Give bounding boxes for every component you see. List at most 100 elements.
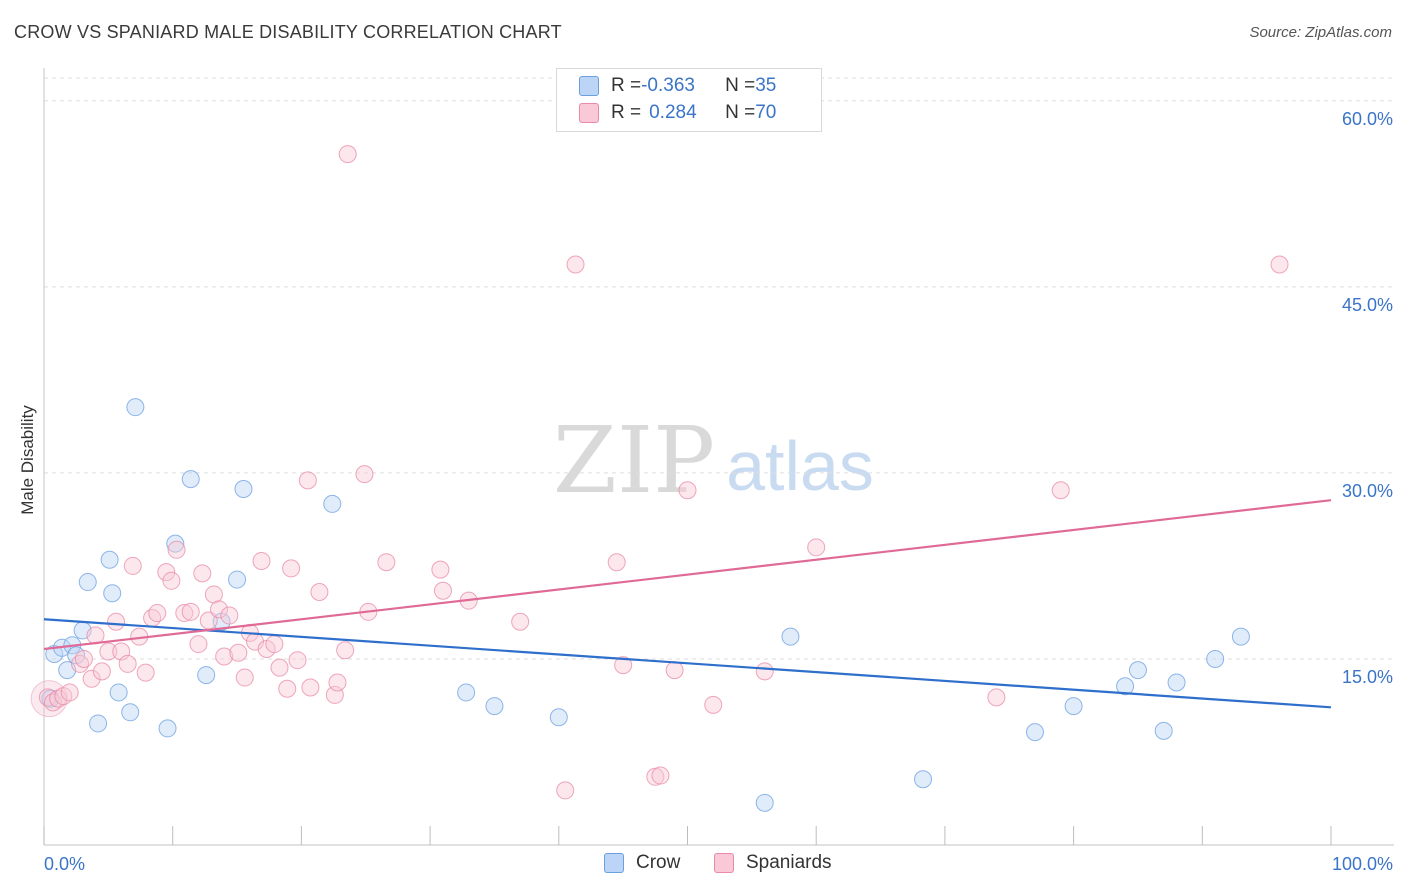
spaniards-point bbox=[136, 663, 155, 682]
spaniards-point bbox=[74, 649, 93, 668]
crow-point bbox=[158, 719, 177, 738]
spaniards-point bbox=[123, 556, 142, 575]
spaniards-point bbox=[1270, 255, 1289, 274]
spaniards-point bbox=[167, 540, 186, 559]
spaniards-point bbox=[60, 683, 79, 702]
spaniards-point bbox=[288, 651, 307, 670]
spaniards-point bbox=[433, 581, 452, 600]
spaniards-point bbox=[301, 678, 320, 697]
crow-point bbox=[323, 494, 342, 513]
spaniards-point bbox=[175, 604, 194, 623]
spaniards-point bbox=[181, 602, 200, 621]
crow-point bbox=[1025, 723, 1044, 742]
spaniards-point bbox=[431, 560, 450, 579]
spaniards-point bbox=[215, 647, 234, 666]
legend-row-spaniards: R = 0.284 N = 70 bbox=[579, 100, 776, 126]
crow-point bbox=[781, 627, 800, 646]
spaniards-point bbox=[49, 689, 68, 708]
spaniards-point bbox=[148, 604, 167, 623]
crow-point bbox=[457, 683, 476, 702]
legend-row-crow: R = -0.363 N = 35 bbox=[579, 73, 776, 99]
legend-r-value: -0.363 bbox=[641, 75, 695, 96]
spaniards-swatch bbox=[714, 853, 734, 873]
crow-point bbox=[1116, 677, 1135, 696]
spaniards-point bbox=[807, 538, 826, 557]
spaniards-swatch bbox=[579, 103, 599, 123]
spaniards-point bbox=[235, 668, 254, 687]
legend-r-label: R = bbox=[611, 102, 642, 123]
crow-point bbox=[78, 573, 97, 592]
crow-point bbox=[1167, 673, 1186, 692]
chart-title: CROW VS SPANIARD MALE DISABILITY CORRELA… bbox=[14, 22, 562, 42]
spaniards-point bbox=[328, 673, 347, 692]
crow-point bbox=[166, 534, 185, 553]
crow-point bbox=[1128, 661, 1147, 680]
spaniards-point bbox=[107, 612, 126, 631]
spaniards-point bbox=[118, 654, 137, 673]
spaniards-trend-line bbox=[43, 499, 1332, 651]
spaniards-point bbox=[265, 635, 284, 654]
spaniards-point bbox=[556, 781, 575, 800]
y-tick-label: 60.0% bbox=[1342, 109, 1393, 129]
x-tick-label: 0.0% bbox=[44, 854, 85, 874]
legend-correlation: R = -0.363 N = 35 R = 0.284 N = 70 bbox=[556, 68, 822, 132]
crow-point bbox=[100, 550, 119, 569]
crow-trend-line bbox=[43, 618, 1332, 709]
spaniards-point bbox=[511, 612, 530, 631]
crow-point bbox=[109, 683, 128, 702]
crow-swatch bbox=[604, 853, 624, 873]
spaniards-point bbox=[755, 662, 774, 681]
spaniards-point bbox=[157, 563, 176, 582]
spaniards-point bbox=[377, 553, 396, 572]
spaniards-point bbox=[92, 662, 111, 681]
legend-r-value: 0.284 bbox=[649, 102, 697, 123]
spaniards-point bbox=[220, 606, 239, 625]
crow-point bbox=[1064, 697, 1083, 716]
crow-point bbox=[1231, 627, 1250, 646]
watermark-zip: ZIP bbox=[553, 407, 715, 514]
crow-point bbox=[126, 398, 145, 417]
spaniards-point bbox=[704, 695, 723, 714]
spaniards-point bbox=[355, 465, 374, 484]
spaniards-point bbox=[193, 564, 212, 583]
crow-point bbox=[1154, 721, 1173, 740]
spaniards-point bbox=[987, 688, 1006, 707]
spaniards-point bbox=[229, 643, 248, 662]
chart-source: Source: ZipAtlas.com bbox=[1249, 24, 1392, 41]
legend-n-label: N = bbox=[725, 75, 756, 96]
spaniards-point bbox=[252, 551, 271, 570]
legend-n-label: N = bbox=[725, 102, 756, 123]
crow-point bbox=[181, 470, 200, 489]
watermark-atlas: atlas bbox=[726, 427, 874, 505]
spaniards-point bbox=[665, 661, 684, 680]
spaniards-point bbox=[336, 641, 355, 660]
legend-label-spaniards: Spaniards bbox=[746, 852, 832, 873]
spaniards-point bbox=[566, 255, 585, 274]
spaniards-point bbox=[270, 658, 289, 677]
spaniards-point bbox=[338, 145, 357, 164]
crow-point bbox=[103, 584, 122, 603]
spaniards-point bbox=[298, 471, 317, 490]
spaniards-point bbox=[162, 571, 181, 590]
crow-point bbox=[89, 714, 108, 733]
spaniards-point bbox=[678, 481, 697, 500]
spaniards-point bbox=[651, 766, 670, 785]
legend-r-label: R = bbox=[611, 75, 642, 96]
legend-item-crow: Crow bbox=[604, 852, 680, 874]
legend-n-value: 35 bbox=[755, 75, 777, 96]
crow-point bbox=[121, 703, 140, 722]
spaniards-point bbox=[282, 559, 301, 578]
crow-point bbox=[755, 793, 774, 812]
spaniards-point bbox=[99, 642, 118, 661]
legend-item-spaniards: Spaniards bbox=[714, 852, 832, 874]
spaniards-point bbox=[1051, 481, 1070, 500]
crow-point bbox=[1206, 649, 1225, 668]
spaniards-point bbox=[189, 635, 208, 654]
crow-point bbox=[914, 770, 933, 789]
crow-swatch bbox=[579, 76, 599, 96]
x-tick-label: 100.0% bbox=[1332, 854, 1393, 874]
legend-n-value: 70 bbox=[755, 102, 777, 123]
crow-point bbox=[228, 570, 247, 589]
spaniards-point bbox=[310, 582, 329, 601]
